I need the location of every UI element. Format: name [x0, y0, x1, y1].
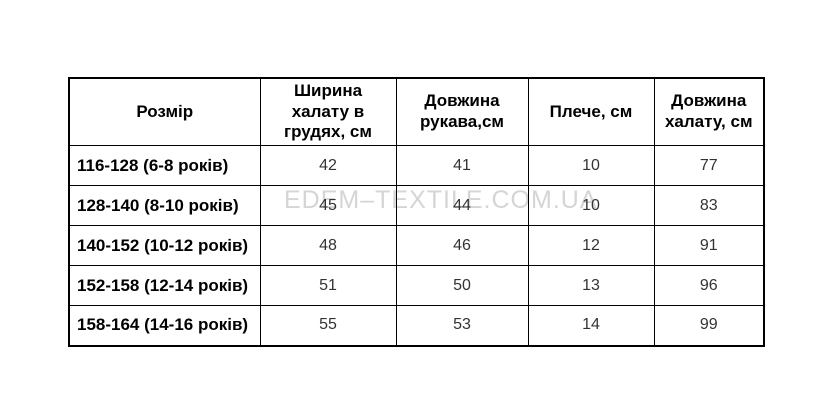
value-cell: 46: [395, 225, 529, 267]
table-row: 158-164 (14-16 років) 55 53 14 99: [68, 305, 765, 347]
size-cell: 158-164 (14-16 років): [68, 305, 261, 347]
header-cell-sleeve-length: Довжина рукава,см: [395, 77, 529, 147]
header-cell-robe-length: Довжина халату, см: [653, 77, 765, 147]
value-cell: 50: [395, 265, 529, 307]
value-cell: 12: [527, 225, 655, 267]
size-cell: 140-152 (10-12 років): [68, 225, 261, 267]
table-row: 116-128 (6-8 років) 42 41 10 77: [68, 145, 765, 187]
table-row: 152-158 (12-14 років) 51 50 13 96: [68, 265, 765, 307]
value-cell: 53: [395, 305, 529, 347]
table-header-row: Розмір Ширина халату в грудях, см Довжин…: [68, 77, 765, 147]
value-cell: 10: [527, 185, 655, 227]
size-cell: 152-158 (12-14 років): [68, 265, 261, 307]
value-cell: 44: [395, 185, 529, 227]
table-row: 140-152 (10-12 років) 48 46 12 91: [68, 225, 765, 267]
value-cell: 77: [653, 145, 765, 187]
value-cell: 48: [259, 225, 397, 267]
value-cell: 83: [653, 185, 765, 227]
value-cell: 51: [259, 265, 397, 307]
size-cell: 128-140 (8-10 років): [68, 185, 261, 227]
value-cell: 55: [259, 305, 397, 347]
value-cell: 91: [653, 225, 765, 267]
value-cell: 10: [527, 145, 655, 187]
header-cell-size: Розмір: [68, 77, 261, 147]
size-cell: 116-128 (6-8 років): [68, 145, 261, 187]
header-cell-chest-width: Ширина халату в грудях, см: [259, 77, 397, 147]
size-table: Розмір Ширина халату в грудях, см Довжин…: [68, 77, 765, 347]
value-cell: 42: [259, 145, 397, 187]
header-cell-shoulder: Плече, см: [527, 77, 655, 147]
table-row: 128-140 (8-10 років) 45 44 10 83: [68, 185, 765, 227]
value-cell: 41: [395, 145, 529, 187]
value-cell: 13: [527, 265, 655, 307]
value-cell: 45: [259, 185, 397, 227]
value-cell: 99: [653, 305, 765, 347]
value-cell: 96: [653, 265, 765, 307]
value-cell: 14: [527, 305, 655, 347]
